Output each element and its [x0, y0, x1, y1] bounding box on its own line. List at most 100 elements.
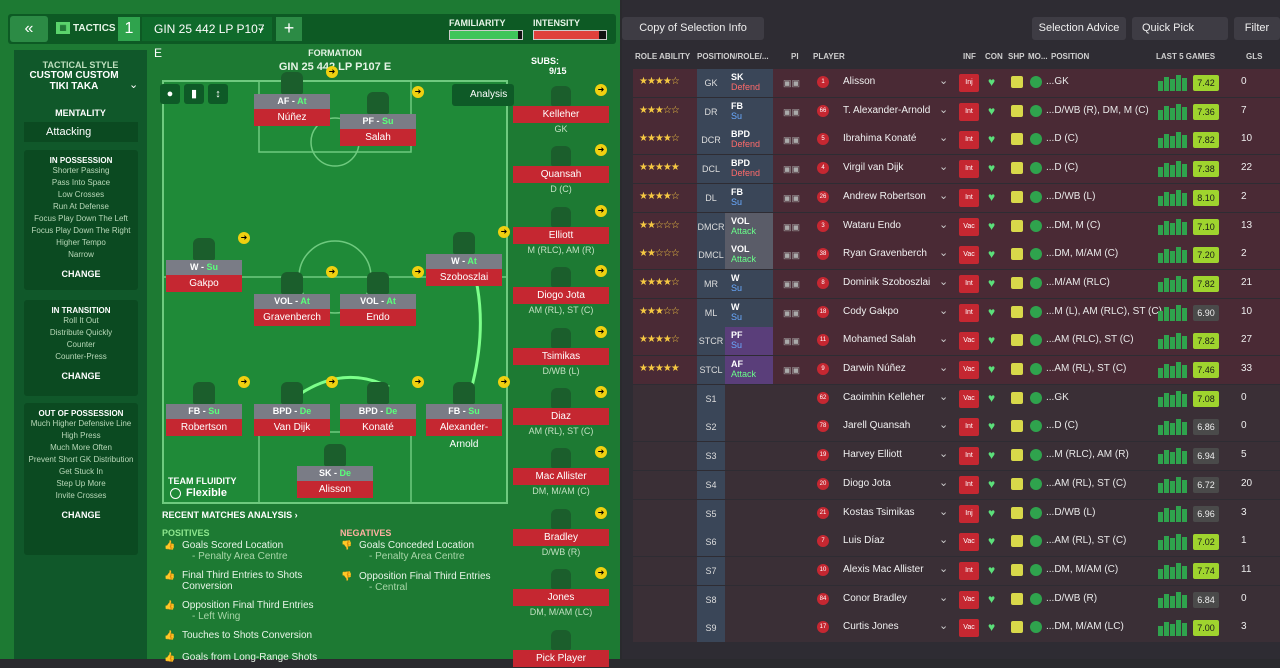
sub-player-card[interactable]: Jones DM, M/AM (LC) ➜ [513, 567, 609, 617]
chevron-down-icon[interactable]: ⌄ [939, 304, 949, 317]
role-duty-cell[interactable]: BPD Defend [725, 155, 773, 184]
sub-player-card[interactable]: Diaz AM (RL), ST (C) ➜ [513, 386, 609, 436]
player-name[interactable]: Dominik Szoboszlai [843, 276, 931, 288]
player-name[interactable]: Wataru Endo [843, 219, 901, 231]
recent-matches-analysis-link[interactable]: RECENT MATCHES ANALYSIS › [162, 510, 298, 520]
back-button[interactable]: « [10, 16, 48, 42]
chevron-down-icon[interactable]: ⌄ [939, 476, 949, 489]
position-slot[interactable]: STCR [697, 327, 725, 356]
position-slot[interactable]: MR [697, 269, 725, 298]
instruction-arrow-icon[interactable]: ➜ [595, 325, 607, 338]
table-row[interactable]: ★★☆☆☆ DMCR VOL Attack ▣▣ 3 Wataru Endo ⌄ Vac ♥...… [633, 212, 1280, 241]
position-slot[interactable]: DMCR [697, 212, 725, 241]
table-row[interactable]: S9 17 Curtis Jones ⌄ Vac ♥ ...DM, M/AM (LC) 7.0… [633, 614, 1280, 643]
player-name[interactable]: Caoimhin Kelleher [843, 391, 925, 403]
chevron-down-icon[interactable]: ⌄ [939, 620, 949, 633]
in-transition-change-button[interactable]: CHANGE [61, 371, 101, 381]
chevron-down-icon[interactable]: ⌄ [939, 505, 949, 518]
header-con[interactable]: CON [985, 52, 1003, 61]
mentality-dropdown[interactable]: Attacking [24, 122, 138, 142]
chevron-down-icon[interactable]: ⌄ [939, 333, 949, 346]
role-duty-cell[interactable]: W Su [725, 269, 773, 298]
position-slot[interactable]: DL [697, 183, 725, 212]
pitch-player-card[interactable]: SK - De Alisson [297, 444, 373, 498]
player-name[interactable]: Ryan Gravenberch [843, 248, 927, 260]
table-row[interactable]: S7 10 Alexis Mac Allister ⌄ Int ♥ ...DM, M/AM … [633, 556, 1280, 585]
instruction-arrow-icon[interactable]: ➜ [595, 84, 607, 96]
player-name[interactable]: Diogo Jota [843, 477, 891, 489]
chevron-down-icon[interactable]: ⌄ [939, 103, 949, 116]
table-row[interactable]: ★★★★★ STCL AF Attack ▣▣ 9 Darwin Núñez ⌄ Vac ♥...… [633, 356, 1280, 384]
sub-player-card[interactable]: Elliott M (RLC), AM (R) ➜ [513, 204, 609, 255]
chevron-down-icon[interactable]: ⌄ [939, 189, 949, 202]
pitch-player-card[interactable]: AF - At Núñez ➜ [254, 66, 338, 126]
instruction-arrow-icon[interactable]: ➜ [498, 376, 510, 388]
position-slot[interactable]: DCR [697, 126, 725, 155]
chevron-down-icon[interactable]: ⌄ [939, 562, 949, 575]
position-slot[interactable]: DR [697, 97, 725, 126]
role-duty-cell[interactable] [725, 500, 773, 528]
table-row[interactable]: S3 19 Harvey Elliott ⌄ Int ♥ ...M (RLC), AM (R… [633, 442, 1280, 471]
pitch-player-card[interactable]: VOL - At Endo ➜ [340, 266, 424, 326]
player-instructions-icon[interactable]: ▣▣ [783, 106, 801, 117]
player-name[interactable]: Ibrahima Konaté [843, 133, 917, 145]
chevron-down-icon[interactable]: ⌄ [939, 247, 949, 260]
instruction-arrow-icon[interactable]: ➜ [595, 567, 607, 580]
chevron-down-icon[interactable]: ⌄ [939, 534, 949, 547]
header-shp[interactable]: SHP [1008, 52, 1025, 61]
pitch-player-card[interactable]: BPD - De Van Dijk ➜ [254, 376, 338, 436]
position-slot[interactable]: S3 [697, 442, 725, 471]
pitch-player-card[interactable]: VOL - At Gravenberch ➜ [254, 266, 338, 326]
instruction-arrow-icon[interactable]: ➜ [412, 86, 424, 98]
player-instructions-icon[interactable]: ▣▣ [783, 221, 801, 232]
role-duty-cell[interactable] [725, 442, 773, 470]
pitch-player-card[interactable]: W - At Szoboszlai ➜ [426, 226, 510, 286]
position-slot[interactable]: S4 [697, 470, 725, 499]
position-slot[interactable]: ML [697, 298, 725, 327]
table-row[interactable]: S4 20 Diogo Jota ⌄ Int ♥ ...AM (RL), ST (C) 6.7… [633, 470, 1280, 499]
chevron-down-icon[interactable]: ⌄ [939, 75, 949, 87]
instructions-view-icon[interactable]: ↕ [208, 84, 228, 104]
instruction-arrow-icon[interactable]: ➜ [412, 376, 424, 388]
table-row[interactable]: S5 21 Kostas Tsimikas ⌄ Inj ♥ ...D/WB (L) 6.96 3 [633, 499, 1280, 528]
chevron-down-icon[interactable]: ⌄ [939, 132, 949, 145]
player-name[interactable]: Andrew Robertson [843, 190, 926, 202]
table-row[interactable]: ★★★★☆ GK SK Defend ▣▣ 1 Alisson ⌄ Inj ♥ ...GK 7.42 0 [633, 69, 1280, 97]
table-row[interactable]: ★★★★☆ DCR BPD Defend ▣▣ 5 Ibrahima Konaté ⌄ Int ♥… [633, 126, 1280, 155]
header-last-5-games[interactable]: LAST 5 GAMES [1156, 52, 1216, 61]
instruction-arrow-icon[interactable]: ➜ [595, 265, 607, 278]
player-instructions-icon[interactable]: ▣▣ [783, 365, 801, 375]
position-slot[interactable]: DCL [697, 155, 725, 184]
position-slot[interactable]: STCL [697, 356, 725, 384]
role-duty-cell[interactable]: SK Defend [725, 69, 773, 97]
role-duty-cell[interactable] [725, 528, 773, 556]
sub-player-card[interactable]: Pick Player [513, 629, 609, 668]
chevron-down-icon[interactable]: ⌄ [939, 362, 949, 374]
add-tactic-button[interactable]: + [276, 17, 302, 41]
player-name[interactable]: Virgil van Dijk [843, 162, 904, 174]
instruction-arrow-icon[interactable]: ➜ [595, 204, 607, 217]
sub-player-card[interactable]: Bradley D/WB (R) ➜ [513, 506, 609, 557]
role-duty-cell[interactable]: BPD Defend [725, 126, 773, 155]
pitch-player-card[interactable]: FB - Su Alexander-Arnold ➜ [426, 376, 510, 450]
instruction-arrow-icon[interactable]: ➜ [238, 232, 250, 244]
role-duty-cell[interactable] [725, 471, 773, 499]
table-row[interactable]: S8 84 Conor Bradley ⌄ Vac ♥ ...D/WB (R) 6.84 0 [633, 585, 1280, 614]
player-instructions-icon[interactable]: ▣▣ [783, 164, 801, 175]
header-mo[interactable]: MO... [1028, 52, 1048, 61]
in-possession-change-button[interactable]: CHANGE [61, 269, 101, 279]
position-slot[interactable]: S9 [697, 614, 725, 643]
table-row[interactable]: ★★★★☆ MR W Su ▣▣ 8 Dominik Szoboszlai ⌄ Int ♥ ...M… [633, 269, 1280, 298]
role-duty-cell[interactable] [725, 614, 773, 642]
header-gls[interactable]: GLS [1246, 52, 1263, 61]
tactic-name-dropdown[interactable]: GIN 25 442 LP P107 E [142, 15, 272, 60]
position-slot[interactable]: GK [697, 69, 725, 97]
selection-advice-button[interactable]: Selection Advice [1032, 17, 1126, 40]
instruction-arrow-icon[interactable]: ➜ [595, 506, 607, 519]
chevron-down-icon[interactable]: ⌄ [939, 161, 949, 174]
player-name[interactable]: Kostas Tsimikas [843, 506, 915, 518]
table-row[interactable]: S2 78 Jarell Quansah ⌄ Int ♥ ...D (C) 6.86 0 [633, 413, 1280, 442]
player-instructions-icon[interactable]: ▣▣ [783, 250, 801, 261]
header-position-role[interactable]: POSITION/ROLE/... [697, 52, 769, 61]
position-slot[interactable]: S8 [697, 585, 725, 614]
